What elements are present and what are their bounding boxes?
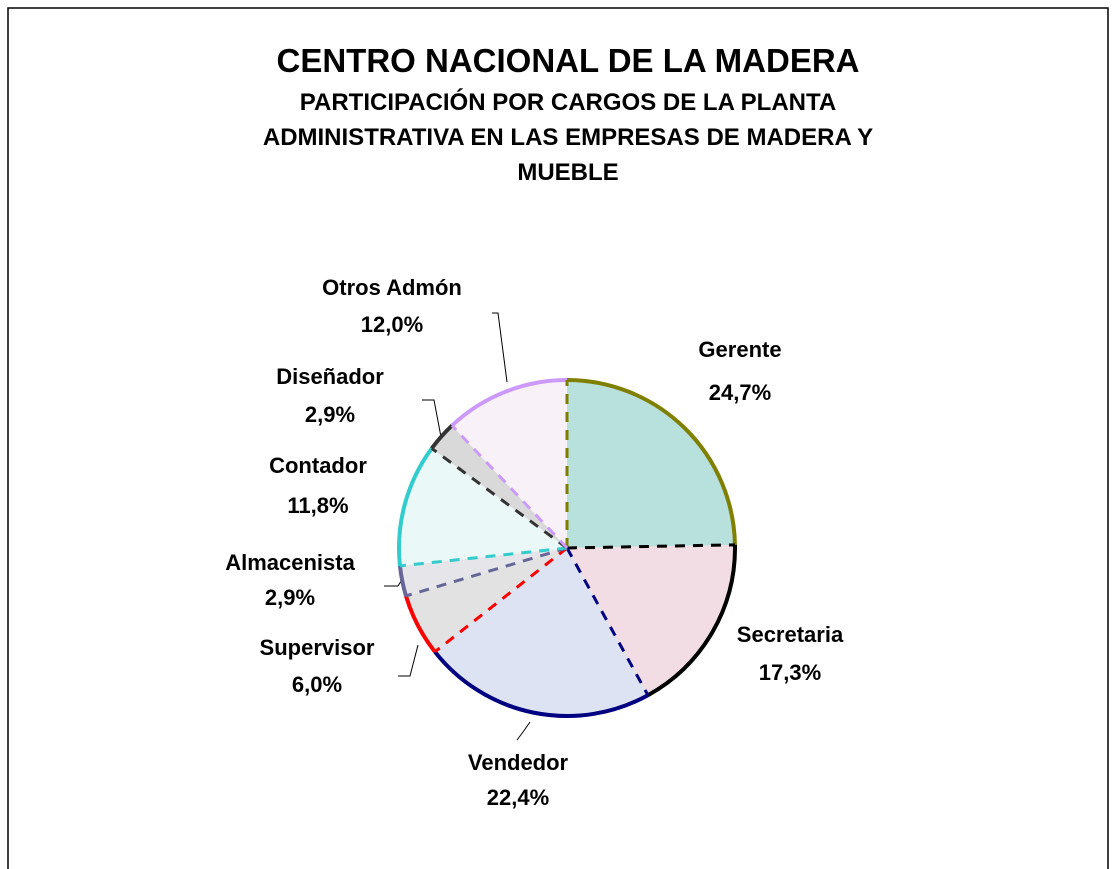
slice-border	[405, 546, 568, 598]
slice-edge	[397, 565, 408, 597]
leader-line	[398, 644, 419, 677]
data-label: Almacenista 2,9%	[225, 550, 355, 610]
slice-border	[566, 543, 735, 550]
chart-title: CENTRO NACIONAL DE LA MADERA	[277, 42, 860, 79]
slice-edge	[433, 650, 649, 718]
data-label: Contador 11,8%	[269, 453, 367, 518]
pie-slice	[451, 380, 567, 548]
label-value: 17,3%	[759, 660, 821, 685]
slice-edge	[566, 378, 737, 545]
slice-border	[433, 546, 568, 653]
chart-subtitle: ADMINISTRATIVA EN LAS EMPRESAS DE MADERA…	[263, 124, 873, 151]
leader-line	[492, 312, 508, 383]
slice-edge	[397, 447, 434, 567]
label-name: Almacenista	[225, 550, 355, 575]
label-value: 12,0%	[361, 312, 423, 337]
label-value: 11,8%	[287, 493, 348, 518]
chart-subtitle: PARTICIPACIÓN POR CARGOS DE LA PLANTA	[300, 88, 836, 116]
label-value: 2,9%	[305, 402, 355, 427]
slice-edge	[430, 424, 454, 450]
data-label: Gerente 24,7%	[698, 337, 781, 405]
label-name: Diseñador	[276, 364, 384, 389]
chart-subtitle: MUEBLE	[517, 159, 618, 186]
data-label: Secretaria 17,3%	[737, 622, 844, 685]
label-value: 6,0%	[292, 672, 342, 697]
pie-slice	[399, 448, 567, 566]
pie-slice	[405, 548, 567, 652]
label-name: Otros Admón	[322, 275, 462, 300]
slice-edge	[450, 378, 568, 427]
label-name: Contador	[269, 453, 367, 478]
label-name: Gerente	[698, 337, 781, 362]
label-name: Secretaria	[737, 622, 844, 647]
leader-lines	[384, 312, 531, 741]
slice-border	[450, 424, 569, 550]
label-value: 22,4%	[487, 785, 549, 810]
leader-line	[422, 399, 442, 438]
slice-border	[399, 546, 568, 568]
slice-edge	[646, 544, 737, 697]
pie-slice	[431, 425, 567, 548]
label-name: Supervisor	[260, 635, 375, 660]
label-value: 24,7%	[709, 380, 771, 405]
data-label: Vendedor 22,4%	[468, 750, 569, 810]
data-label: Diseñador 2,9%	[276, 364, 384, 427]
pie-slice	[567, 380, 735, 548]
pie-slice	[434, 548, 648, 717]
slice-edge	[404, 595, 437, 654]
slice-border	[430, 447, 568, 550]
label-name: Vendedor	[468, 750, 569, 775]
label-value: 2,9%	[265, 585, 315, 610]
data-label: Supervisor 6,0%	[260, 635, 375, 697]
data-label: Otros Admón 12,0%	[322, 275, 462, 337]
leader-line	[516, 721, 531, 741]
